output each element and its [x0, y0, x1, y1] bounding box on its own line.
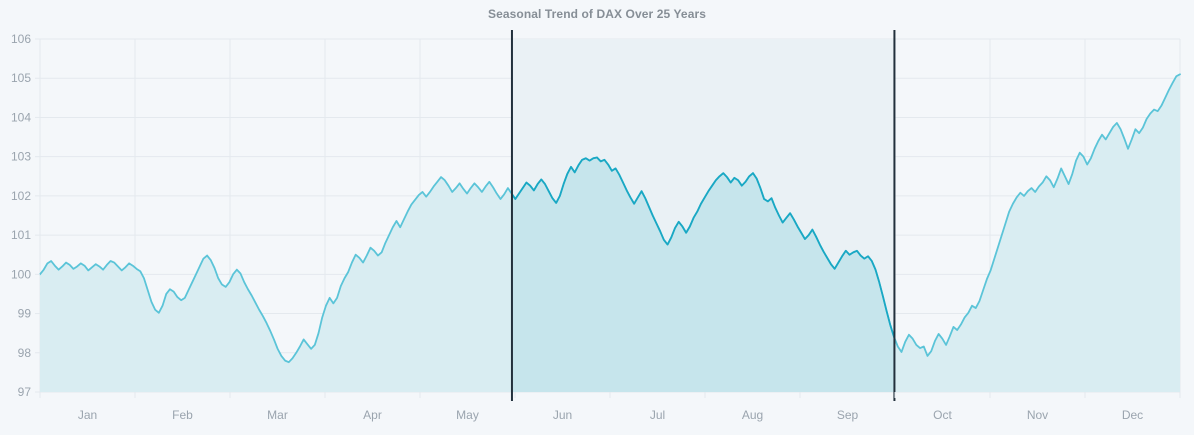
- y-axis-tick-label: 102: [11, 189, 31, 203]
- y-axis-tick-label: 97: [18, 385, 32, 399]
- data-line-highlight: [511, 156, 895, 341]
- y-axis-tick-label: 99: [18, 307, 32, 321]
- y-axis: 97 98 99 100 101 102 103 104 105 106: [11, 32, 40, 399]
- x-axis-tick-label: May: [456, 408, 479, 422]
- y-axis-tick-label: 98: [18, 346, 32, 360]
- x-axis-tick-label: Jan: [78, 408, 97, 422]
- x-axis-tick-label: Jul: [650, 408, 665, 422]
- y-axis-tick-label: 101: [11, 228, 31, 242]
- x-axis-tick-label: Jun: [553, 408, 572, 422]
- y-axis-tick-label: 105: [11, 71, 31, 85]
- x-axis-tick-label: Dec: [1122, 408, 1143, 422]
- y-axis-tick-label: 103: [11, 150, 31, 164]
- x-axis-tick-label: Feb: [172, 408, 193, 422]
- x-axis-tick-label: Oct: [933, 408, 952, 422]
- area-fill-highlight: [511, 157, 895, 392]
- x-axis: Jan Feb Mar Apr May Jun Jul Aug Sep Oct Nov Dec: [39, 392, 1181, 422]
- x-axis-tick-label: Sep: [837, 408, 859, 422]
- y-axis-tick-label: 106: [11, 32, 31, 46]
- x-axis-tick-label: Aug: [742, 408, 763, 422]
- y-axis-tick-label: 104: [11, 110, 31, 124]
- x-axis-tick-label: Mar: [267, 408, 288, 422]
- x-axis-tick-label: Apr: [363, 408, 382, 422]
- chart-title: Seasonal Trend of DAX Over 25 Years: [487, 7, 707, 21]
- x-axis-tick-label: Nov: [1027, 408, 1048, 422]
- y-axis-tick-label: 100: [11, 267, 31, 281]
- season-markers: [510, 30, 896, 401]
